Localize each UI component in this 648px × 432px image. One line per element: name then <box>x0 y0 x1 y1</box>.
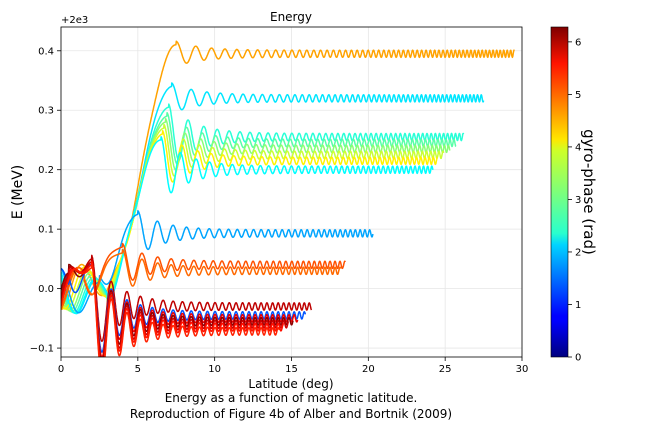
colorbar-tick-label: 1 <box>575 300 581 311</box>
y-axis-ticks: −0.1 0.0 0.1 0.2 0.3 0.4 <box>30 46 61 355</box>
series-line-9 <box>61 242 346 309</box>
colorbar-tick-label: 3 <box>575 195 581 206</box>
x-tick-label: 20 <box>362 364 375 375</box>
series-line-0 <box>61 40 515 310</box>
series-line-10 <box>61 248 342 310</box>
series-line-3 <box>61 111 457 313</box>
y-tick-label: 0.4 <box>38 46 54 57</box>
x-axis-label: Latitude (deg) <box>248 377 333 391</box>
x-tick-label: 5 <box>135 364 141 375</box>
y-tick-label: 0.3 <box>38 106 54 117</box>
colorbar-ticks: 0 1 2 3 4 5 6 <box>568 37 581 364</box>
caption-line-1: Energy as a function of magnetic latitud… <box>165 391 418 405</box>
colorbar-tick-label: 5 <box>575 90 581 101</box>
series-line-4 <box>61 118 451 312</box>
x-tick-label: 30 <box>516 364 529 375</box>
y-offset-label: +2e3 <box>61 15 88 26</box>
colorbar-tick-label: 0 <box>575 353 581 364</box>
colorbar <box>550 26 569 358</box>
series-line-17 <box>61 263 280 357</box>
y-tick-label: 0.0 <box>38 284 54 295</box>
colorbar-label: gyro-phase (rad) <box>580 129 598 255</box>
y-tick-label: 0.1 <box>38 225 54 236</box>
colorbar-tick-label: 2 <box>575 247 581 258</box>
colorbar-tick-label: 4 <box>575 142 581 153</box>
x-axis-ticks: 0 5 10 15 20 25 30 <box>58 357 529 375</box>
series-line-13 <box>61 260 299 357</box>
series-line-8 <box>61 210 374 314</box>
colorbar-tick-label: 6 <box>575 37 581 48</box>
x-tick-label: 0 <box>58 364 64 375</box>
y-tick-label: 0.2 <box>38 165 54 176</box>
series-line-2 <box>61 103 465 314</box>
series-line-11 <box>61 254 313 342</box>
series-lines <box>61 40 515 357</box>
x-tick-label: 15 <box>285 364 298 375</box>
y-tick-label: −0.1 <box>30 344 54 355</box>
x-tick-label: 25 <box>439 364 452 375</box>
y-axis-label: E (MeV) <box>10 165 26 220</box>
x-tick-label: 10 <box>208 364 221 375</box>
series-line-1 <box>61 82 485 315</box>
series-line-7 <box>61 136 434 315</box>
series-line-12 <box>61 260 307 353</box>
chart-title: Energy <box>270 10 312 24</box>
caption-line-2: Reproduction of Figure 4b of Alber and B… <box>130 407 452 421</box>
